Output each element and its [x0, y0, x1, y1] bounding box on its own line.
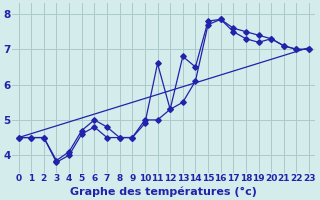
X-axis label: Graphe des températures (°c): Graphe des températures (°c) [70, 186, 257, 197]
